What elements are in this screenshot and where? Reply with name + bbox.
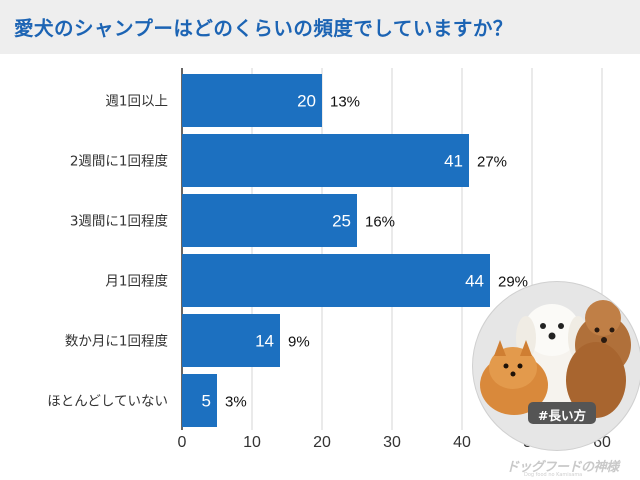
bar-value-label: 14 (255, 332, 274, 351)
bar-value-label: 25 (332, 212, 351, 231)
category-label: 2週間に1回程度 (70, 154, 168, 170)
chart-title: 愛犬のシャンプーはどのくらいの頻度でしていますか？ (14, 17, 513, 40)
bar (182, 134, 469, 187)
x-tick-label: 10 (243, 434, 261, 451)
title-bar (0, 0, 640, 54)
x-tick-label: 40 (453, 434, 471, 451)
bar (182, 74, 322, 127)
x-tick-label: 30 (383, 434, 401, 451)
category-label: 週1回以上 (105, 94, 168, 110)
x-tick-label: 0 (178, 434, 187, 451)
category-label: 数か月に1回程度 (65, 334, 168, 350)
bar (182, 254, 490, 307)
bar-value-label: 41 (444, 152, 463, 171)
category-label: 3週間に1回程度 (70, 214, 168, 230)
percent-label: 27% (477, 154, 507, 171)
category-label: ほとんどしていない (47, 394, 168, 410)
percent-label: 16% (365, 214, 395, 231)
bar (182, 194, 357, 247)
percent-label: 3% (225, 394, 247, 411)
bar (182, 374, 217, 427)
badge-pill (528, 402, 596, 424)
x-tick-label: 20 (313, 434, 331, 451)
percent-label: 9% (288, 334, 310, 351)
watermark-logo: ドッグフードの神様 (506, 460, 619, 475)
bar-value-label: 5 (202, 392, 211, 411)
bar-value-label: 44 (465, 272, 484, 291)
bar (182, 314, 280, 367)
percent-label: 13% (330, 94, 360, 111)
watermark-subtext: Dog food no Kamisama (524, 472, 583, 478)
category-label: 月1回程度 (105, 274, 168, 290)
bar-value-label: 20 (297, 92, 316, 111)
badge-label: #長い方 (538, 408, 586, 423)
percent-label: 29% (498, 274, 528, 291)
